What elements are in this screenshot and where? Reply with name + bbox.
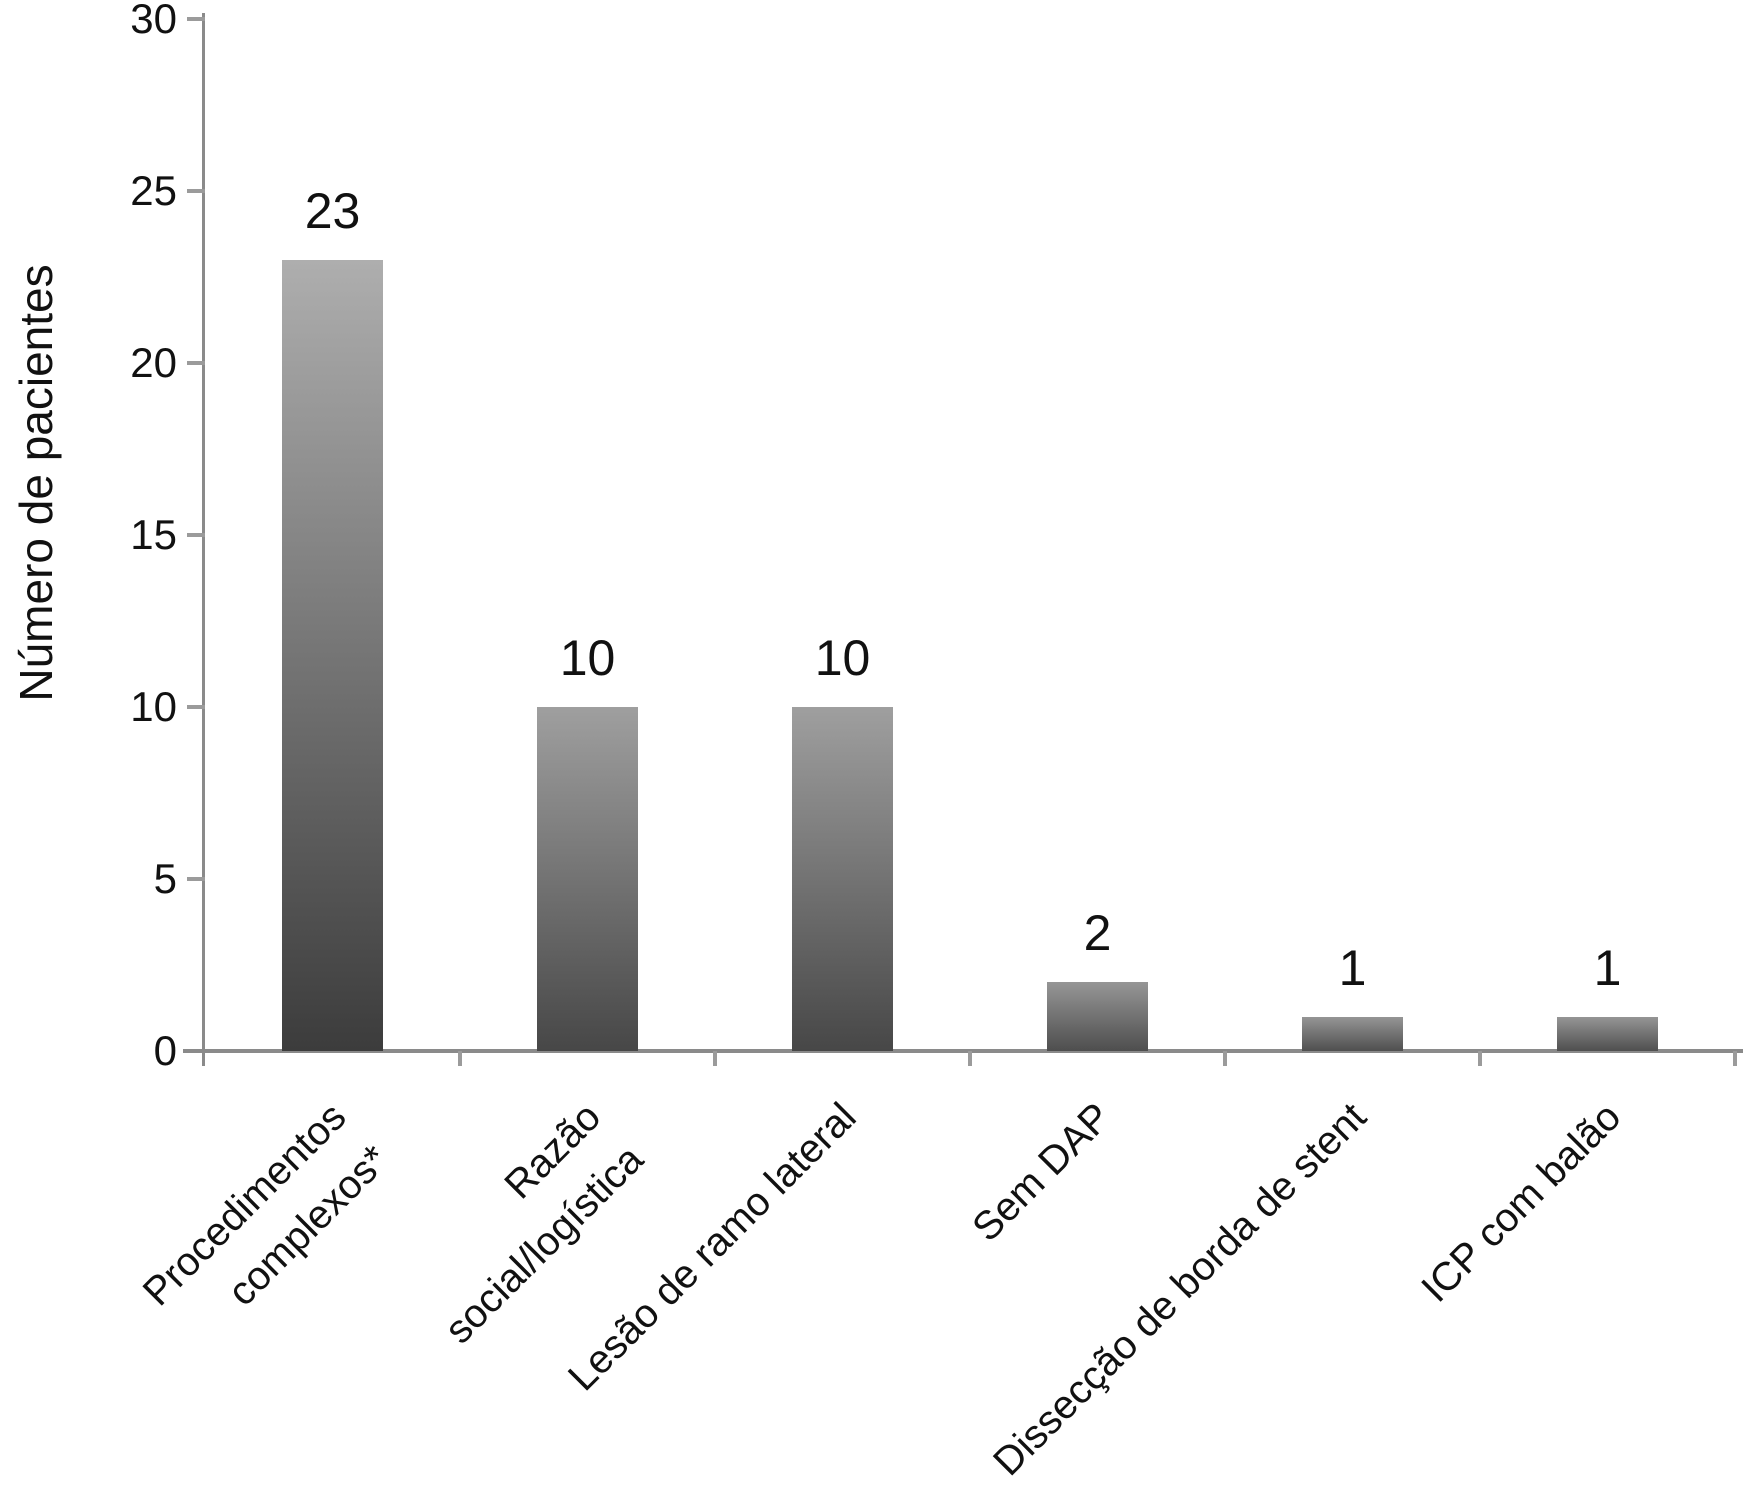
bar-value-label: 1	[1593, 939, 1622, 996]
x-tick-mark	[1478, 1051, 1482, 1066]
bar	[1302, 1016, 1403, 1051]
bar-value-label: 23	[304, 182, 361, 239]
x-tick-mark	[968, 1051, 972, 1066]
bar-value-label: 10	[814, 630, 871, 686]
y-tick-mark	[187, 17, 205, 21]
plot-area: 0 5 10 15 20 25 30 23 Procedimentos complexos* 10…	[130, 0, 1743, 1484]
bar	[282, 259, 383, 1051]
bar	[1047, 982, 1148, 1051]
x-tick-mark	[713, 1051, 717, 1066]
y-tick-label: 0	[153, 1027, 177, 1074]
bar-value-label: 1	[1338, 939, 1367, 996]
bar	[1557, 1016, 1658, 1051]
y-tick-label: 5	[153, 855, 177, 902]
y-tick-label: 25	[130, 167, 177, 214]
bar-value-label: 10	[559, 630, 616, 686]
bar	[537, 707, 638, 1051]
y-tick-label: 30	[130, 0, 177, 42]
y-axis-line	[202, 13, 205, 1066]
bar	[792, 707, 893, 1051]
x-tick-mark	[1223, 1051, 1227, 1066]
y-tick-mark	[187, 533, 205, 537]
y-tick-label: 10	[130, 683, 177, 730]
y-tick-label: 15	[130, 511, 177, 558]
category-label: ICP com balão	[1413, 1094, 1630, 1311]
y-tick-mark	[187, 189, 205, 193]
x-tick-mark	[458, 1051, 462, 1066]
x-axis-line	[183, 1049, 1743, 1053]
y-tick-mark	[187, 877, 205, 881]
y-tick-label: 20	[130, 339, 177, 386]
y-tick-mark	[187, 361, 205, 365]
x-tick-mark	[1733, 1051, 1737, 1066]
y-axis-label: Número de pacientes	[10, 264, 62, 702]
y-tick-mark	[187, 705, 205, 709]
bar-value-label: 2	[1083, 905, 1112, 962]
category-label: Sem DAP	[963, 1094, 1120, 1250]
